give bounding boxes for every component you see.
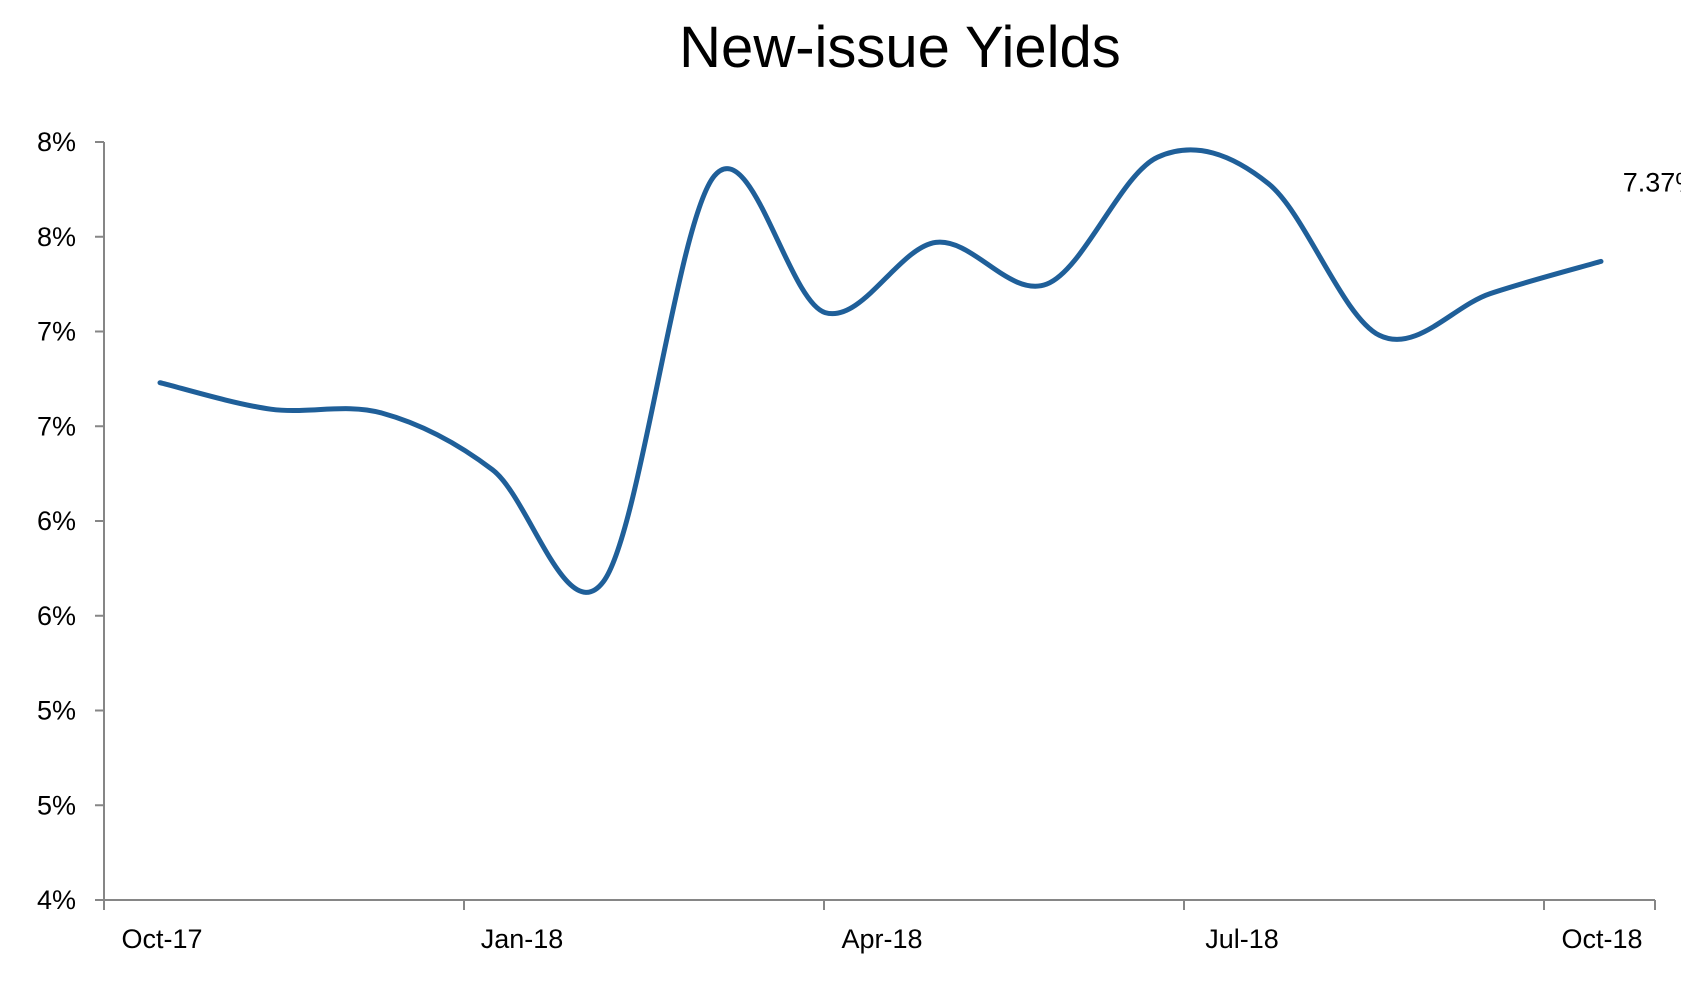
y-tick-label: 7% bbox=[37, 411, 76, 441]
x-tick-label: Jul-18 bbox=[1205, 924, 1279, 954]
series-line bbox=[157, 147, 1604, 595]
x-tick-label: Jan-18 bbox=[481, 924, 564, 954]
y-tick-label: 5% bbox=[37, 790, 76, 820]
series-layer bbox=[157, 147, 1604, 595]
x-tick-label: Oct-17 bbox=[121, 924, 202, 954]
labels-layer: 7.37% bbox=[1623, 167, 1681, 197]
x-tick-label: Oct-18 bbox=[1561, 924, 1642, 954]
y-tick-label: 7% bbox=[37, 317, 76, 347]
y-tick-label: 8% bbox=[37, 222, 76, 252]
data-label-last: 7.37% bbox=[1623, 167, 1681, 197]
y-tick-label: 6% bbox=[37, 601, 76, 631]
y-tick-label: 4% bbox=[37, 885, 76, 915]
y-tick-label: 8% bbox=[37, 127, 76, 157]
y-tick-label: 5% bbox=[37, 696, 76, 726]
chart-title: New-issue Yields bbox=[679, 15, 1121, 80]
y-tick-label: 6% bbox=[37, 506, 76, 536]
x-tick-label: Apr-18 bbox=[841, 924, 922, 954]
axes: 4% 5% 5% 6% 6% 7% 7% 8% 8% Oct-17 Jan-18 Apr-18 Jul-… bbox=[37, 127, 1656, 954]
